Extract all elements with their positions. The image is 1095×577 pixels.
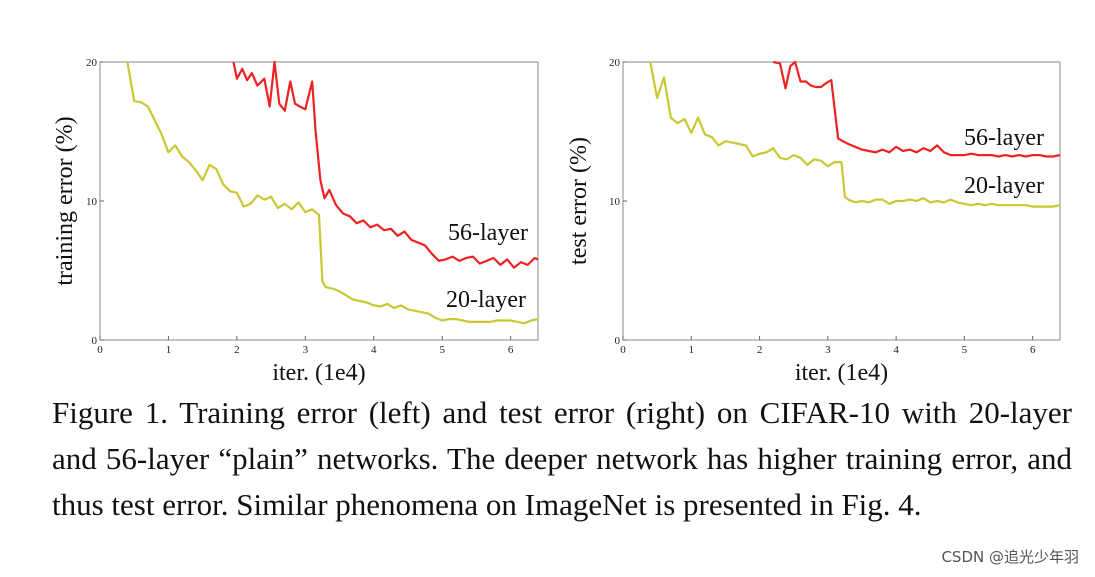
- x-tick-label: 1: [166, 344, 172, 356]
- x-tick-label: 2: [234, 344, 240, 356]
- x-tick-label: 0: [97, 344, 103, 356]
- y-tick-label: 0: [92, 335, 98, 347]
- x-tick-label: 3: [825, 344, 831, 356]
- series-line-56-layer: [232, 60, 539, 269]
- x-tick-label: 2: [757, 344, 763, 356]
- series-line-56-layer: [772, 60, 1061, 158]
- series-label-56-layer: 56-layer: [964, 125, 1044, 151]
- plot-frame: [622, 61, 1061, 341]
- training-error-chart: 0 1 2 3 4 5 6 0 10 20 iter. (1e4) training error (%…: [52, 57, 539, 386]
- watermark: CSDN @追光少年羽: [941, 548, 1079, 566]
- x-tick-label: 3: [303, 344, 309, 356]
- x-tick-label: 4: [371, 344, 377, 356]
- x-tick-label: 5: [439, 344, 445, 356]
- y-tick-label: 10: [86, 196, 98, 208]
- x-axis-title: iter. (1e4): [272, 360, 365, 386]
- x-tick-label: 5: [962, 344, 968, 356]
- series-label-20-layer: 20-layer: [446, 287, 526, 313]
- series-label-56-layer: 56-layer: [448, 220, 528, 246]
- x-tick-label: 6: [1030, 344, 1036, 356]
- series-line-20-layer: [649, 61, 1061, 208]
- y-tick-label: 20: [609, 57, 621, 69]
- x-axis-title: iter. (1e4): [795, 360, 888, 386]
- x-tick-label: 1: [689, 344, 695, 356]
- figure-caption: Figure 1. Training error (left) and test…: [52, 395, 1072, 522]
- y-tick-label: 20: [86, 57, 98, 69]
- y-tick-label: 10: [609, 196, 621, 208]
- y-tick-label: 0: [615, 335, 621, 347]
- y-axis-title: training error (%): [52, 116, 78, 285]
- x-tick-label: 0: [620, 344, 626, 356]
- x-tick-label: 6: [508, 344, 514, 356]
- y-axis-title: test error (%): [566, 137, 592, 265]
- x-tick-label: 4: [893, 344, 899, 356]
- series-label-20-layer: 20-layer: [964, 173, 1044, 199]
- test-error-chart: 0 1 2 3 4 5 6 0 10 20 iter. (1e4) test error (%) 56-…: [566, 57, 1061, 386]
- series-line-20-layer: [126, 61, 539, 325]
